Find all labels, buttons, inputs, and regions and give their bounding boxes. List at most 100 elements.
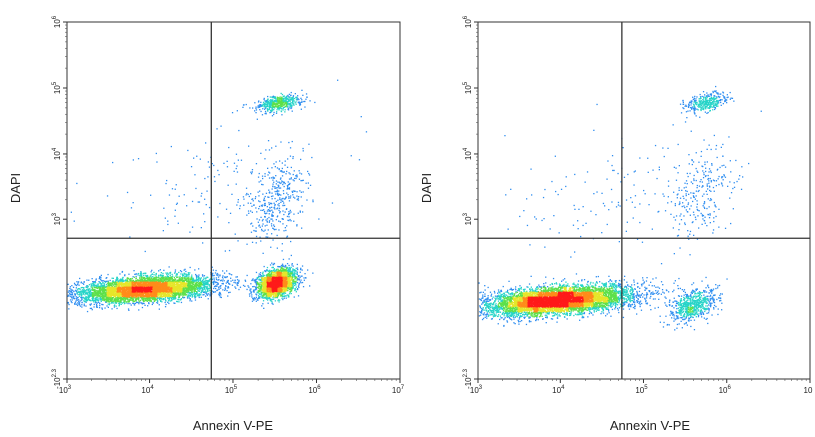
event-dot	[272, 266, 274, 269]
event-dot	[177, 290, 179, 293]
event-dot	[102, 292, 104, 294]
event-dot	[98, 289, 101, 291]
event-dot	[293, 271, 295, 273]
event-dot	[157, 279, 160, 281]
event-dot	[237, 282, 239, 284]
event-dot	[292, 268, 294, 270]
event-dot	[106, 298, 109, 300]
event-dot	[286, 170, 288, 173]
event-dot	[167, 292, 169, 294]
event-dot	[218, 293, 221, 295]
event-dot	[204, 283, 206, 285]
event-dot	[288, 100, 290, 102]
event-dot	[140, 271, 142, 273]
event-dot	[148, 299, 150, 301]
event-dot	[271, 100, 274, 103]
event-dot	[103, 297, 105, 299]
event-dot	[259, 201, 261, 203]
event-dot	[77, 297, 79, 299]
event-dot	[107, 280, 109, 282]
event-dot	[274, 293, 276, 295]
event-dot	[271, 102, 273, 104]
event-dot	[262, 291, 264, 293]
event-dot	[242, 106, 244, 108]
event-dot	[84, 298, 86, 300]
event-dot	[273, 202, 275, 204]
event-dot	[213, 176, 216, 178]
event-dot	[91, 297, 94, 299]
event-dot	[194, 292, 196, 295]
event-dot	[121, 284, 123, 286]
event-dot	[270, 111, 273, 113]
event-dot	[301, 99, 303, 101]
event-dot	[271, 104, 273, 106]
event-dot	[258, 297, 260, 299]
event-dot	[196, 276, 198, 278]
event-dot	[264, 212, 266, 214]
event-dot	[195, 294, 197, 296]
event-dot	[276, 187, 278, 189]
event-dot	[301, 275, 303, 277]
event-dot	[136, 298, 138, 300]
event-dot	[138, 303, 140, 305]
event-dot	[179, 284, 182, 287]
event-dot	[80, 292, 82, 294]
event-dot	[287, 98, 290, 100]
event-dot	[296, 99, 299, 101]
event-dot	[99, 286, 102, 288]
event-dot	[171, 300, 173, 302]
event-dot	[142, 302, 144, 304]
event-dot	[282, 105, 284, 107]
event-dot	[119, 273, 121, 275]
event-dot	[268, 294, 270, 296]
event-dot	[251, 300, 254, 302]
event-dot	[285, 99, 288, 101]
event-dot	[106, 298, 109, 301]
event-dot	[107, 283, 109, 285]
event-dot	[220, 279, 222, 281]
event-dot	[96, 305, 98, 307]
event-dot	[263, 230, 265, 232]
event-dot	[258, 285, 260, 287]
event-dot	[269, 269, 271, 271]
event-dot	[192, 295, 194, 297]
event-dot	[281, 296, 283, 298]
event-dot	[245, 187, 248, 189]
event-dot	[117, 296, 119, 298]
event-dot	[137, 280, 140, 282]
event-dot	[181, 292, 184, 294]
event-dot	[280, 104, 282, 106]
event-dot	[288, 197, 290, 199]
event-dot	[155, 280, 158, 282]
event-dot	[129, 296, 131, 299]
event-dot	[266, 266, 269, 269]
event-dot	[94, 289, 96, 291]
event-dot	[286, 215, 289, 218]
event-dot	[284, 98, 287, 100]
event-dot	[226, 166, 229, 168]
event-dot	[88, 284, 91, 286]
event-dot	[136, 273, 138, 275]
event-dot	[145, 300, 148, 302]
event-dot	[75, 296, 77, 298]
event-dot	[109, 283, 112, 285]
event-dot	[183, 269, 185, 271]
event-dot	[110, 296, 112, 298]
event-dot	[106, 297, 108, 299]
event-dot	[260, 105, 262, 107]
event-dot	[120, 303, 122, 305]
event-dot	[106, 292, 108, 294]
event-dot	[298, 196, 300, 198]
event-dot	[290, 273, 292, 275]
event-dot	[81, 297, 83, 299]
event-dot	[251, 198, 253, 200]
event-dot	[209, 288, 211, 290]
event-dot	[262, 297, 264, 299]
event-dot	[79, 277, 81, 280]
event-dot	[283, 292, 285, 294]
event-dot	[151, 303, 153, 306]
event-dot	[121, 280, 123, 282]
event-dot	[277, 97, 279, 99]
event-dot	[259, 293, 261, 295]
event-dot	[157, 296, 160, 298]
